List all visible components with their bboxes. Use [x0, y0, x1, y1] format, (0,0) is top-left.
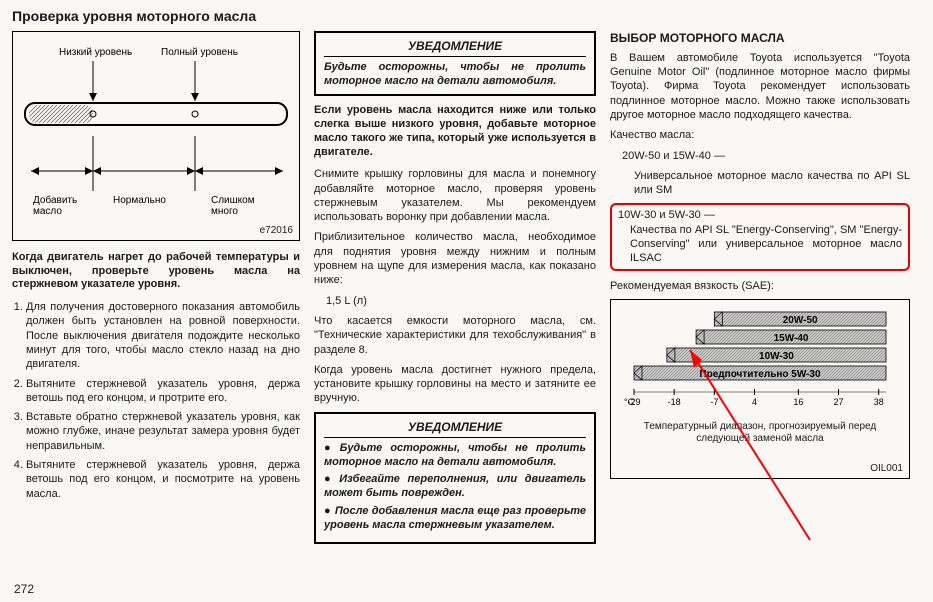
svg-text:°C: °C	[624, 397, 635, 407]
svg-text:4: 4	[752, 397, 757, 407]
list-item: Для получения достоверного показания авт…	[26, 300, 300, 371]
chart-caption: Температурный диапазон, прогнозируемый п…	[617, 421, 903, 445]
paragraph: Что касается емкости моторного масла, см…	[314, 314, 596, 357]
quality-label: Качество масла:	[610, 128, 910, 142]
notice-body: Будьте осторожны, чтобы не пролить мотор…	[324, 442, 586, 533]
viscosity-chart: 20W-50 15W-40 10W-30 Предпочтительно 5W-30 -…	[610, 299, 910, 479]
svg-text:15W-40: 15W-40	[774, 333, 809, 344]
notice-title: УВЕДОМЛЕНИЕ	[324, 420, 586, 438]
paragraph: Приблизительное количество масла, необхо…	[314, 230, 596, 287]
dipstick-diagram: Низкий уровень Полный уровень	[12, 31, 300, 241]
column-2: УВЕДОМЛЕНИЕ Будьте осторожны, чтобы не п…	[314, 31, 596, 552]
column-3: ВЫБОР МОТОРНОГО МАСЛА В Вашем автомобиле…	[610, 31, 910, 552]
svg-text:масло: масло	[33, 206, 62, 217]
notice-box-1: УВЕДОМЛЕНИЕ Будьте осторожны, чтобы не п…	[314, 31, 596, 97]
chart-ref: OIL001	[870, 463, 903, 474]
notice-box-2: УВЕДОМЛЕНИЕ Будьте осторожны, чтобы не п…	[314, 412, 596, 545]
paragraph: Когда уровень масла достигнет нужного пр…	[314, 363, 596, 406]
grade-2-head: 10W-30 и 5W-30 —	[618, 208, 902, 222]
full-level-label: Полный уровень	[161, 47, 238, 58]
paragraph: Снимите крышку горловины для масла и пон…	[314, 167, 596, 224]
svg-text:-7: -7	[710, 397, 718, 407]
content-columns: Низкий уровень Полный уровень	[12, 31, 921, 552]
oil-selection-title: ВЫБОР МОТОРНОГО МАСЛА	[610, 31, 910, 45]
col1-bold-text: Когда двигатель нагрет до рабочей темпер…	[12, 251, 300, 292]
list-item: Вытяните стержневой указатель уровня, де…	[26, 377, 300, 406]
svg-text:27: 27	[834, 397, 844, 407]
diagram-ref: e72016	[260, 225, 293, 236]
oil-amount: 1,5 L (л)	[314, 294, 596, 308]
notice-body: Будьте осторожны, чтобы не пролить мотор…	[324, 61, 586, 89]
grade-1-body: Универсальное моторное масло качества по…	[610, 169, 910, 198]
svg-text:много: много	[211, 206, 238, 217]
svg-text:Предпочтительно 5W-30: Предпочтительно 5W-30	[699, 369, 821, 380]
instruction-list: Для получения достоверного показания авт…	[12, 300, 300, 501]
low-level-label: Низкий уровень	[59, 47, 132, 58]
notice-title: УВЕДОМЛЕНИЕ	[324, 39, 586, 57]
column-1: Низкий уровень Полный уровень	[12, 31, 300, 552]
highlight-box: 10W-30 и 5W-30 — Качества по API SL "Ene…	[610, 203, 910, 270]
list-item: Вставьте обратно стержневой указатель ур…	[26, 410, 300, 453]
svg-text:20W-50: 20W-50	[783, 315, 818, 326]
svg-text:-18: -18	[668, 397, 681, 407]
notice-item: После добавления масла еще раз проверьте…	[324, 505, 586, 533]
svg-text:Нормально: Нормально	[113, 195, 166, 206]
svg-text:Добавить: Добавить	[33, 194, 77, 206]
page-number: 272	[14, 582, 34, 596]
notice-item: Будьте осторожны, чтобы не пролить мотор…	[324, 442, 586, 470]
notice-item: Избегайте переполнения, или двигатель мо…	[324, 473, 586, 501]
list-item: Вытяните стержневой указатель уровня, де…	[26, 458, 300, 501]
paragraph: В Вашем автомобиле Toyota используется "…	[610, 51, 910, 122]
col2-bold-text: Если уровень масла находится ниже или то…	[314, 104, 596, 159]
svg-text:10W-30: 10W-30	[759, 351, 794, 362]
viscosity-label: Рекомендуемая вязкость (SAE):	[610, 279, 910, 293]
grade-1-head: 20W-50 и 15W-40 —	[610, 149, 910, 163]
page-title: Проверка уровня моторного масла	[12, 8, 921, 25]
svg-text:16: 16	[793, 397, 803, 407]
grade-2-body: Качества по API SL "Energy-Conserving", …	[618, 223, 902, 266]
svg-text:Слишком: Слишком	[211, 195, 255, 206]
svg-text:38: 38	[874, 397, 884, 407]
